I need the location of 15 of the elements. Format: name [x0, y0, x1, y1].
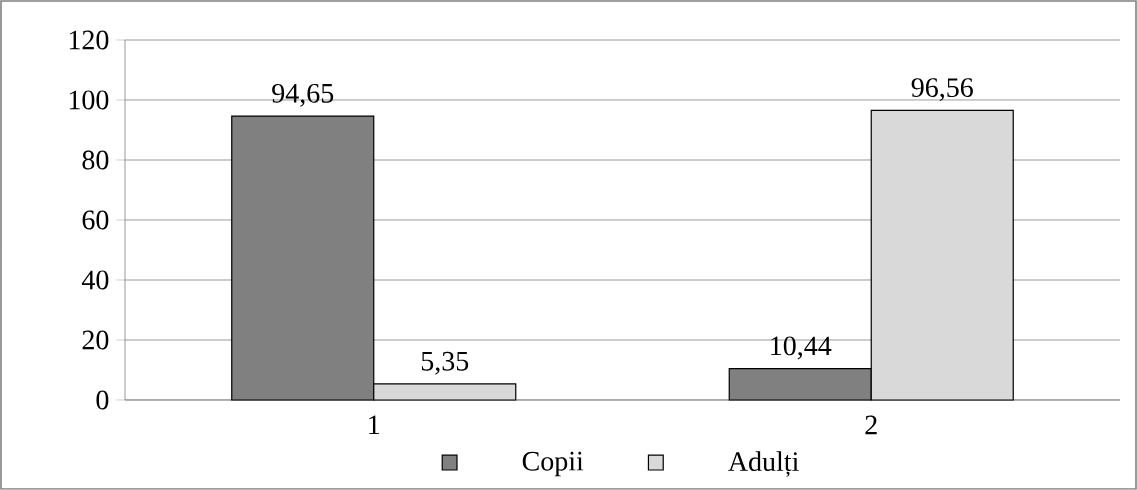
y-tick-label: 100 — [69, 90, 109, 110]
data-label: 96,56 — [911, 78, 973, 102]
legend-label: Adulți — [728, 451, 799, 477]
y-tick-label: 120 — [69, 30, 109, 50]
legend-label: Copii — [522, 451, 584, 477]
data-label: 94,65 — [272, 83, 334, 107]
x-tick-label: 2 — [865, 415, 877, 435]
y-tick-label: 40 — [81, 270, 109, 290]
y-tick-label: 80 — [82, 150, 109, 170]
data-label: 10,44 — [771, 336, 832, 360]
data-label: 5,35 — [421, 351, 469, 375]
y-tick-label: 20 — [82, 330, 109, 350]
y-tick-label: 0 — [96, 390, 109, 410]
x-tick-label: 1 — [369, 415, 380, 435]
y-tick-label: 60 — [82, 210, 109, 230]
